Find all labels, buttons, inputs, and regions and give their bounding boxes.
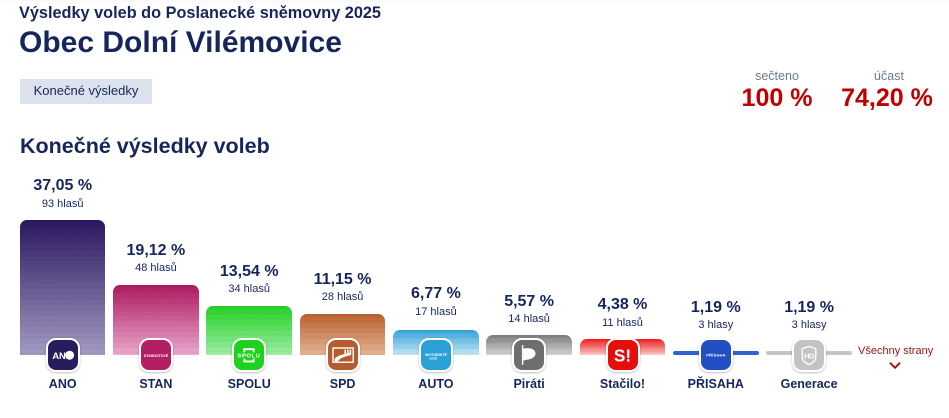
svg-text:HG: HG: [804, 351, 815, 360]
svg-text:S!: S!: [613, 346, 630, 366]
svg-text:STAROSTOVÉ: STAROSTOVÉ: [144, 353, 169, 358]
svg-text:SOBĚ: SOBĚ: [429, 355, 437, 360]
svg-text:AN: AN: [52, 350, 66, 361]
svg-text:PŘÍSAHA: PŘÍSAHA: [706, 353, 725, 358]
svg-text:SPOLU: SPOLU: [238, 353, 261, 359]
svg-text:MOTORISTÉ: MOTORISTÉ: [425, 352, 447, 357]
